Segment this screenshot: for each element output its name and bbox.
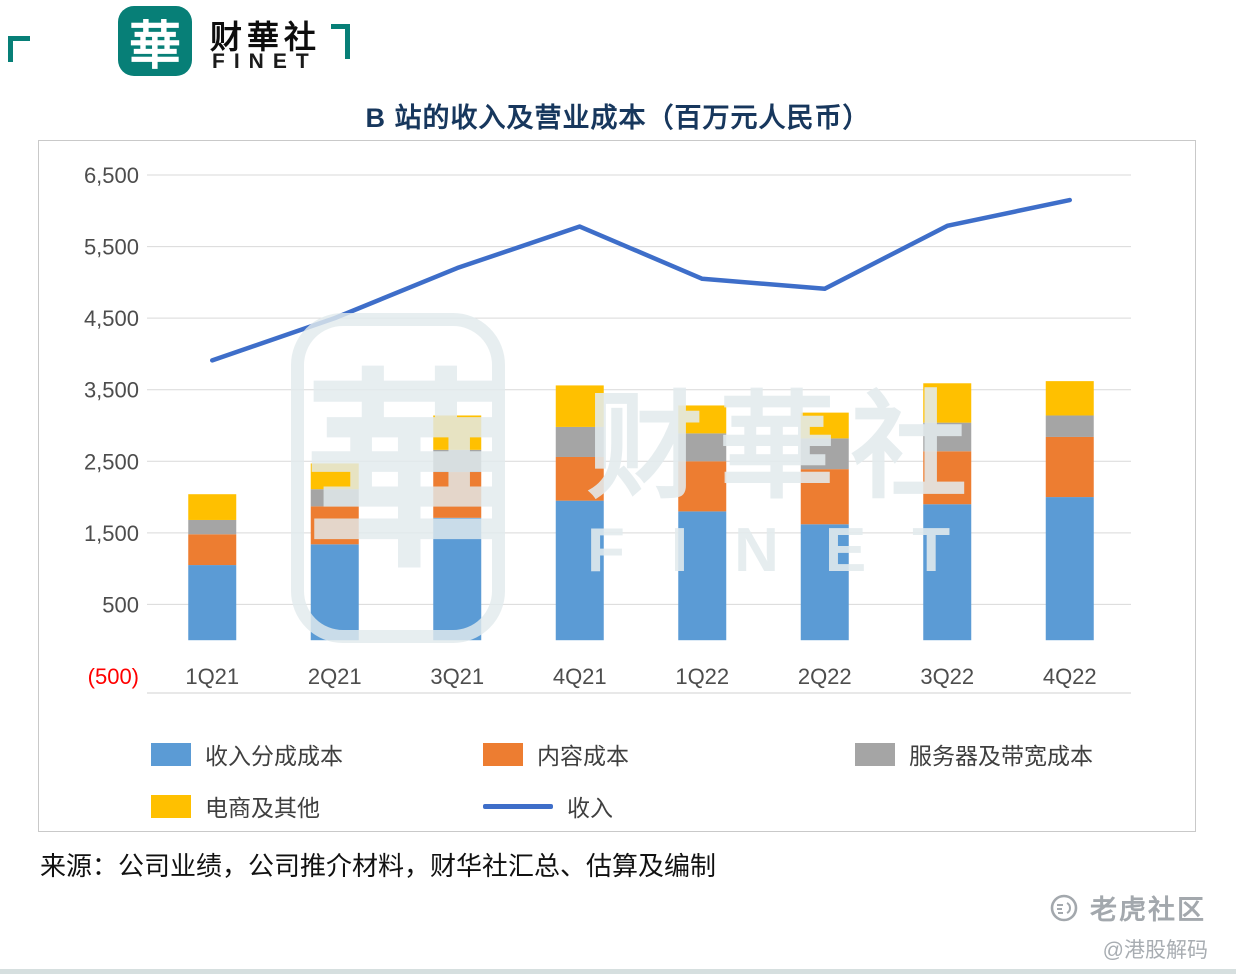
legend-label: 电商及其他 bbox=[205, 795, 320, 821]
decor-bracket-right bbox=[331, 24, 350, 59]
bar-segment-服务器及带宽成本-2Q22 bbox=[800, 438, 849, 470]
legend-row: 收入分成成本 内容成本 服务器及带宽成本 bbox=[151, 737, 1195, 771]
bar-segment-收入分成成本-3Q21 bbox=[433, 517, 482, 641]
bar-segment-服务器及带宽成本-3Q21 bbox=[433, 449, 482, 473]
y-axis-tick-label: 2,500 bbox=[84, 449, 139, 474]
bar-segment-电商及其他-2Q22 bbox=[800, 412, 849, 439]
x-axis-tick-label: 2Q22 bbox=[798, 664, 852, 689]
bar-segment-内容成本-1Q21 bbox=[188, 534, 237, 566]
brand-name-cn: 财華社 bbox=[210, 19, 322, 55]
bar-segment-电商及其他-1Q21 bbox=[188, 494, 237, 520]
legend-item-收入: 收入 bbox=[483, 789, 613, 823]
bar-segment-服务器及带宽成本-4Q22 bbox=[1045, 415, 1094, 437]
y-axis-tick-label: (500) bbox=[88, 664, 139, 689]
y-axis-tick-label: 5,500 bbox=[84, 235, 139, 260]
bar-segment-电商及其他-3Q22 bbox=[923, 383, 972, 423]
bar-segment-服务器及带宽成本-1Q21 bbox=[188, 519, 237, 535]
y-axis-tick-label: 6,500 bbox=[84, 163, 139, 188]
bar-segment-电商及其他-2Q21 bbox=[310, 463, 359, 490]
tiger-logo-icon bbox=[1050, 894, 1078, 921]
bar-segment-内容成本-4Q22 bbox=[1045, 436, 1094, 498]
chart-legend: 收入分成成本 内容成本 服务器及带宽成本电商及其他 收入 bbox=[39, 713, 1195, 823]
x-axis-tick-label: 3Q22 bbox=[920, 664, 974, 689]
y-axis-tick-label: 3,500 bbox=[84, 378, 139, 403]
x-axis-tick-label: 1Q22 bbox=[675, 664, 729, 689]
bar-segment-收入分成成本-3Q22 bbox=[923, 504, 972, 641]
bar-segment-服务器及带宽成本-2Q21 bbox=[310, 489, 359, 507]
revenue-line bbox=[210, 197, 1072, 363]
source-note: 来源：公司业绩，公司推介材料，财华社汇总、估算及编制 bbox=[40, 851, 717, 881]
bar-segment-服务器及带宽成本-1Q22 bbox=[678, 433, 727, 462]
tiger-community-label: 老虎社区 bbox=[1090, 895, 1206, 925]
bar-segment-电商及其他-4Q21 bbox=[555, 385, 604, 427]
account-handle: @港股解码 bbox=[1102, 939, 1208, 962]
bottom-strip bbox=[0, 969, 1236, 974]
y-axis-tick-label: 1,500 bbox=[84, 521, 139, 546]
legend-item-服务器及带宽成本: 服务器及带宽成本 bbox=[855, 737, 1093, 771]
bar-segment-收入分成成本-2Q21 bbox=[310, 544, 359, 641]
tiger-community-badge: 老虎社区 bbox=[1048, 888, 1206, 927]
bar-segment-内容成本-2Q22 bbox=[800, 469, 849, 525]
legend-item-收入分成成本: 收入分成成本 bbox=[151, 737, 483, 771]
decor-bracket-left bbox=[8, 36, 30, 62]
bar-segment-收入分成成本-1Q21 bbox=[188, 565, 237, 641]
bar-segment-电商及其他-4Q22 bbox=[1045, 381, 1094, 416]
finet-logo: 華 bbox=[118, 6, 192, 76]
chart-canvas: (500) 500 1,500 2,500 3,500 4,500 5,500 6,500 1Q… bbox=[84, 163, 1131, 694]
bar-segment-收入分成成本-4Q21 bbox=[555, 500, 604, 641]
bar-segment-内容成本-2Q21 bbox=[310, 506, 359, 545]
x-axis-tick-label: 4Q21 bbox=[553, 664, 607, 689]
bar-segment-电商及其他-3Q21 bbox=[433, 415, 482, 450]
x-axis-tick-label: 3Q21 bbox=[430, 664, 484, 689]
legend-line-swatch bbox=[483, 803, 553, 809]
legend-label: 收入 bbox=[567, 795, 613, 821]
chart-title: B 站的收入及营业成本（百万元人民币） bbox=[365, 103, 871, 133]
finet-logo-glyph: 華 bbox=[128, 18, 181, 76]
brand-name-en: FINET bbox=[212, 50, 318, 73]
bar-segment-服务器及带宽成本-4Q21 bbox=[555, 426, 604, 457]
legend-item-电商及其他: 电商及其他 bbox=[151, 789, 483, 823]
legend-label: 内容成本 bbox=[537, 743, 629, 769]
bar-segment-内容成本-1Q22 bbox=[678, 461, 727, 512]
bar-segment-内容成本-3Q22 bbox=[923, 451, 972, 505]
legend-color-swatch bbox=[483, 742, 523, 766]
bar-segment-收入分成成本-2Q22 bbox=[800, 524, 849, 641]
bar-segment-服务器及带宽成本-3Q22 bbox=[923, 422, 972, 452]
legend-color-swatch bbox=[151, 742, 191, 766]
bar-segment-内容成本-4Q21 bbox=[555, 456, 604, 501]
legend-label: 服务器及带宽成本 bbox=[909, 743, 1093, 769]
legend-label: 收入分成成本 bbox=[205, 743, 343, 769]
bar-segment-收入分成成本-1Q22 bbox=[678, 511, 727, 641]
x-axis-tick-label: 4Q22 bbox=[1043, 664, 1097, 689]
x-axis-tick-label: 1Q21 bbox=[185, 664, 239, 689]
x-axis-tick-label: 2Q21 bbox=[308, 664, 362, 689]
legend-color-swatch bbox=[151, 794, 191, 818]
y-axis-tick-label: 500 bbox=[102, 592, 139, 617]
bar-segment-内容成本-3Q21 bbox=[433, 472, 482, 518]
bar-segment-收入分成成本-4Q22 bbox=[1045, 497, 1094, 641]
y-axis-tick-label: 4,500 bbox=[84, 306, 139, 331]
chart-box: (500) 500 1,500 2,500 3,500 4,500 5,500 6,500 1Q… bbox=[38, 140, 1196, 832]
legend-color-swatch bbox=[855, 742, 895, 766]
legend-row: 电商及其他 收入 bbox=[151, 789, 1195, 823]
bar-segment-电商及其他-1Q22 bbox=[678, 405, 727, 434]
legend-item-内容成本: 内容成本 bbox=[483, 737, 855, 771]
